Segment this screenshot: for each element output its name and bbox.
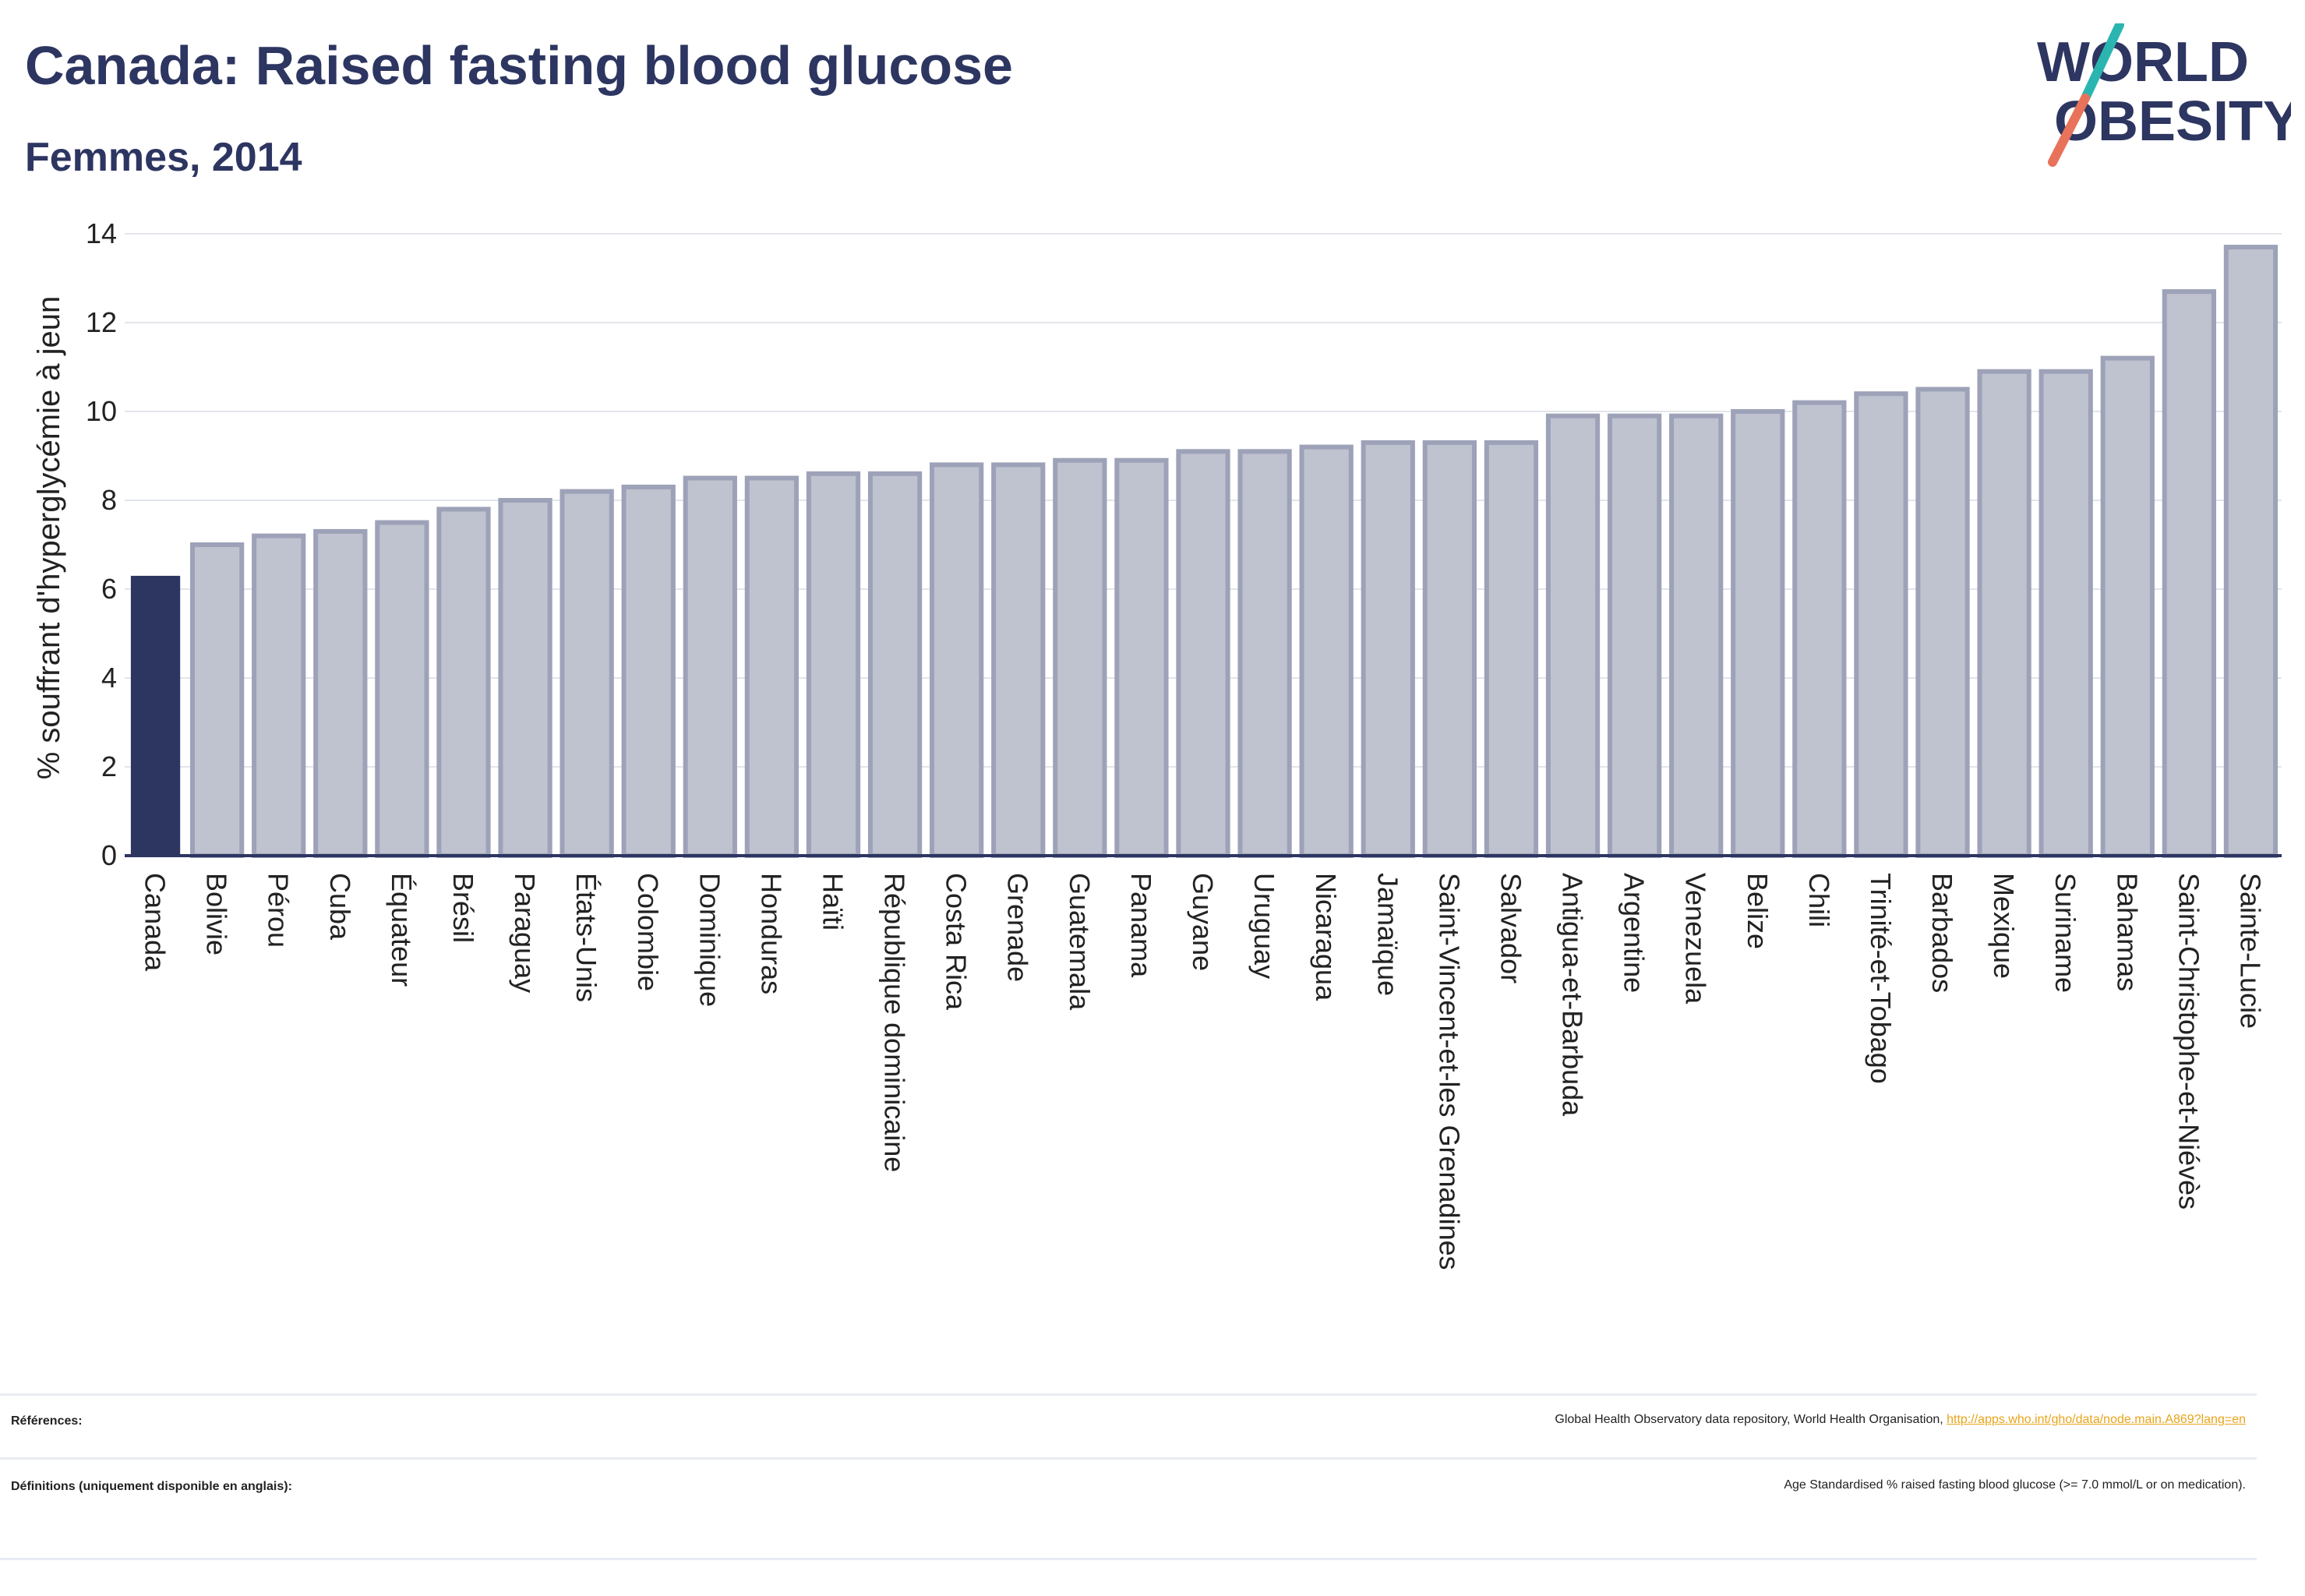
y-axis-title: % souffrant d'hyperglycémie à jeun bbox=[32, 296, 66, 780]
bar-argentine bbox=[1607, 413, 1662, 858]
x-tick-label: Brésil bbox=[447, 873, 479, 943]
page-subtitle: Femmes, 2014 bbox=[25, 135, 302, 180]
bar-br-sil bbox=[436, 507, 491, 859]
x-tick-label: Barbados bbox=[1926, 873, 1958, 993]
x-tick-label: Bahamas bbox=[2111, 873, 2143, 991]
bar-barbados bbox=[1915, 387, 1970, 858]
x-tick-label: Venezuela bbox=[1680, 873, 1712, 1005]
x-tick-label: Honduras bbox=[755, 873, 787, 994]
bar--tats-unis bbox=[559, 489, 614, 858]
references-link[interactable]: http://apps.who.int/gho/data/node.main.A… bbox=[1947, 1413, 2246, 1426]
x-tick-label: Haïti bbox=[817, 873, 849, 930]
bar-jama-que bbox=[1361, 440, 1415, 858]
bar-trinit-et-tobago bbox=[1854, 391, 1908, 858]
x-tick-label: Équateur bbox=[386, 873, 418, 987]
bar-r-publique-dominicaine bbox=[867, 471, 923, 858]
x-tick-label: Saint-Christophe-et-Niévès bbox=[2173, 873, 2204, 1209]
x-tick-label: Argentine bbox=[1618, 873, 1650, 993]
bar-guyane bbox=[1176, 449, 1230, 858]
bar-guatemala bbox=[1053, 457, 1107, 858]
x-category-labels: Canada Bolivie Pérou Cuba Équateur Brésil Para… bbox=[139, 873, 2267, 1270]
y-tick-label: 0 bbox=[101, 839, 117, 871]
definitions-row: Définitions (uniquement disponible en an… bbox=[0, 1457, 2257, 1560]
bar-saint-christophe-et-ni-v-s bbox=[2162, 289, 2217, 859]
x-tick-label: États-Unis bbox=[570, 873, 602, 1002]
x-tick-label: République dominicaine bbox=[879, 873, 911, 1172]
x-tick-label: Belize bbox=[1742, 873, 1774, 949]
x-tick-label: Suriname bbox=[2049, 873, 2081, 993]
bar-saint-vincent-et-les-grenadines bbox=[1422, 440, 1477, 858]
bar-sainte-lucie bbox=[2223, 245, 2279, 859]
x-tick-label: Colombie bbox=[632, 873, 664, 991]
bar-chili bbox=[1792, 400, 1847, 858]
logo-line1: WORLD bbox=[2037, 31, 2249, 94]
x-tick-label: Costa Rica bbox=[941, 873, 972, 1011]
bar-cuba bbox=[313, 528, 368, 859]
y-tick-label: 12 bbox=[86, 306, 117, 338]
bar-paraguay bbox=[498, 498, 552, 858]
definitions-label: Définitions (uniquement disponible en an… bbox=[11, 1480, 292, 1493]
x-tick-label: Canada bbox=[139, 873, 171, 972]
bar-mexique bbox=[1977, 369, 2031, 858]
bar-belize bbox=[1731, 409, 1785, 858]
bar-uruguay bbox=[1237, 449, 1292, 858]
x-tick-label: Saint-Vincent-et-les Grenadines bbox=[1433, 873, 1465, 1270]
bar-bahamas bbox=[2100, 355, 2155, 859]
bar-nicaragua bbox=[1299, 444, 1354, 858]
logo-slash-bottom bbox=[2048, 94, 2090, 167]
references-text: Global Health Observatory data repositor… bbox=[1555, 1413, 1947, 1426]
world-obesity-logo: WORLD OBESITY bbox=[2037, 23, 2291, 167]
references-label: Références: bbox=[11, 1414, 83, 1428]
page-title: Canada: Raised fasting blood glucose bbox=[25, 35, 1013, 96]
bar-costa-rica bbox=[930, 462, 984, 859]
y-tick-label: 4 bbox=[101, 662, 117, 694]
y-tick-label: 6 bbox=[101, 573, 117, 605]
bar-p-rou bbox=[252, 533, 306, 858]
bar-honduras bbox=[744, 475, 800, 858]
bar--quateur bbox=[375, 520, 429, 858]
x-tick-label: Cuba bbox=[324, 873, 356, 941]
x-tick-label: Sainte-Lucie bbox=[2234, 873, 2266, 1029]
bar-salvador bbox=[1484, 440, 1539, 858]
bar-colombie bbox=[621, 484, 676, 859]
y-tick-label: 8 bbox=[101, 484, 117, 516]
bars bbox=[130, 245, 2279, 859]
bar-bolivie bbox=[189, 542, 245, 858]
bar-chart: 0 2 4 6 8 10 12 14 Canada Bolivie Pérou Cuba Équate… bbox=[32, 217, 2282, 1270]
x-tick-label: Guatemala bbox=[1064, 873, 1096, 1011]
bar-antigua-et-barbuda bbox=[1545, 413, 1601, 858]
x-tick-label: Panama bbox=[1125, 873, 1157, 978]
x-tick-label: Pérou bbox=[263, 873, 295, 948]
y-tick-labels: 0 2 4 6 8 10 12 14 bbox=[86, 217, 117, 871]
x-tick-label: Grenade bbox=[1002, 873, 1034, 982]
y-tick-label: 10 bbox=[86, 395, 117, 427]
bar-ha-ti bbox=[806, 471, 861, 858]
x-tick-label: Trinité-et-Tobago bbox=[1865, 873, 1897, 1084]
references-row: Références: Global Health Observatory da… bbox=[0, 1393, 2257, 1460]
definitions-value: Age Standardised % raised fasting blood … bbox=[1784, 1478, 2246, 1492]
y-tick-label: 14 bbox=[86, 217, 117, 249]
x-tick-label: Salvador bbox=[1495, 873, 1527, 983]
logo-slash-top bbox=[2081, 23, 2124, 103]
bar-suriname bbox=[2038, 369, 2093, 858]
x-tick-label: Dominique bbox=[694, 873, 725, 1007]
x-tick-label: Paraguay bbox=[509, 873, 541, 993]
x-tick-label: Mexique bbox=[1988, 873, 2020, 979]
bar-canada bbox=[130, 575, 181, 856]
x-tick-label: Jamaïque bbox=[1371, 873, 1403, 996]
bar-panama bbox=[1114, 457, 1169, 858]
bar-venezuela bbox=[1669, 413, 1724, 858]
y-tick-label: 2 bbox=[101, 750, 117, 782]
x-tick-label: Bolivie bbox=[201, 873, 233, 955]
x-tick-label: Chili bbox=[1803, 873, 1835, 927]
references-value: Global Health Observatory data repositor… bbox=[1555, 1413, 2246, 1427]
bar-grenade bbox=[991, 462, 1046, 859]
x-tick-label: Guyane bbox=[1187, 873, 1219, 971]
logo-line2: OBESITY bbox=[2054, 90, 2291, 153]
x-tick-label: Uruguay bbox=[1248, 873, 1280, 979]
bar-dominique bbox=[683, 475, 737, 858]
x-tick-label: Nicaragua bbox=[1310, 873, 1342, 1001]
x-tick-label: Antigua-et-Barbuda bbox=[1557, 873, 1589, 1117]
